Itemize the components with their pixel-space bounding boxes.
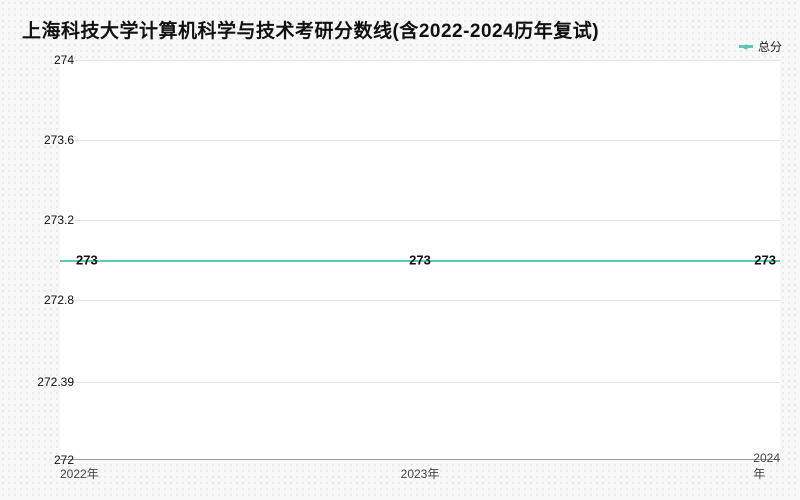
- xtick-label: 2024年: [753, 451, 780, 482]
- grid-y: [60, 382, 780, 383]
- legend-swatch: [739, 45, 753, 48]
- xtick-label: 2023年: [401, 465, 440, 482]
- point-label: 273: [407, 253, 433, 268]
- xtick-label: 2022年: [60, 465, 99, 482]
- grid-y: [60, 140, 780, 141]
- grid-y: [60, 300, 780, 301]
- chart-title: 上海科技大学计算机科学与技术考研分数线(含2022-2024历年复试): [22, 16, 599, 43]
- ytick-label: 272.39: [37, 375, 74, 389]
- legend-label: 总分: [758, 38, 782, 55]
- point-label: 273: [74, 253, 100, 268]
- grid-y: [60, 220, 780, 221]
- plot-area: 273 273 273: [60, 60, 780, 460]
- grid-y: [60, 60, 780, 61]
- ytick-label: 274: [54, 53, 74, 67]
- ytick-label: 273.6: [44, 133, 74, 147]
- x-axis: [60, 459, 780, 460]
- ytick-label: 272.8: [44, 293, 74, 307]
- point-label: 273: [752, 253, 778, 268]
- ytick-label: 273.2: [44, 213, 74, 227]
- legend: 总分: [739, 38, 782, 55]
